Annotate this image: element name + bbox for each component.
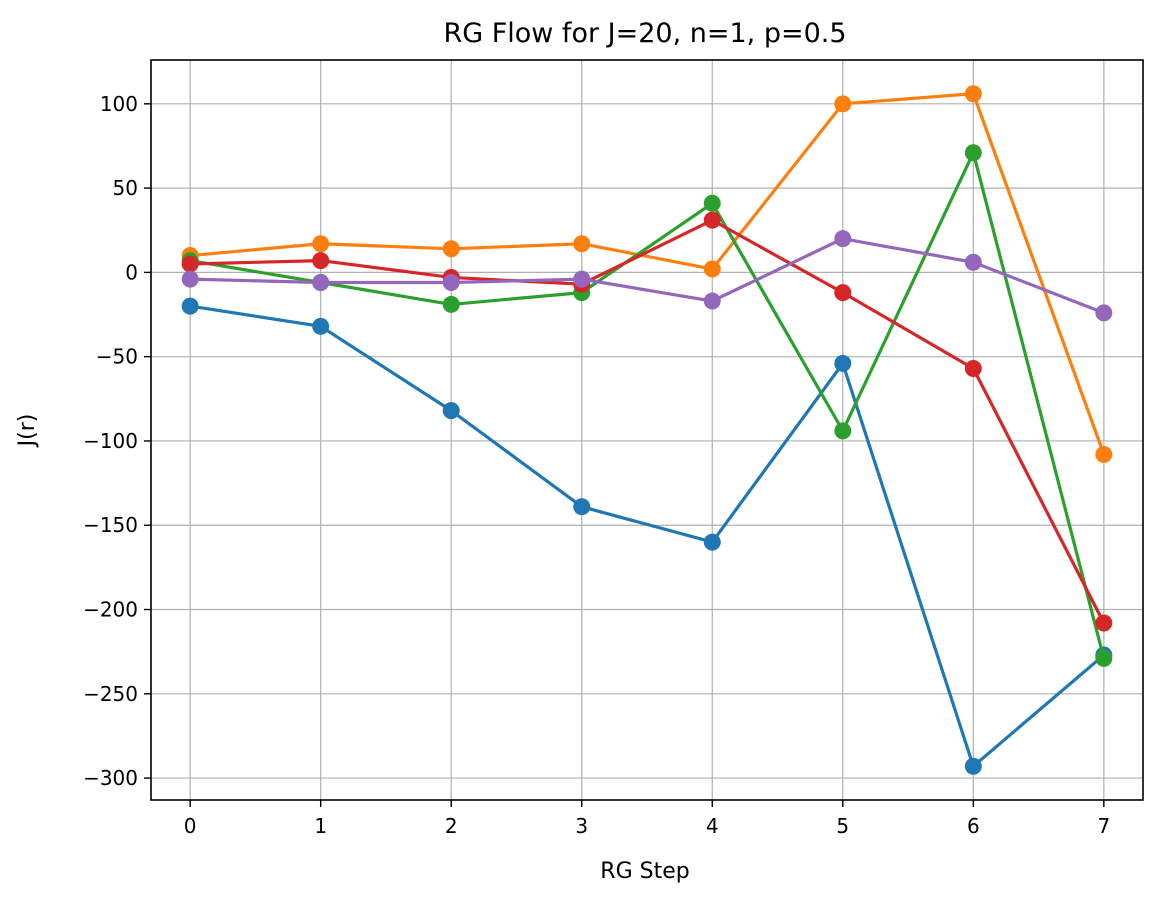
data-point [181,255,199,273]
data-point [703,533,721,551]
series-group [181,85,1113,775]
data-point [312,274,330,292]
y-tick-label: 0 [125,260,138,284]
data-point [834,284,852,302]
data-point [964,144,982,162]
data-point [312,252,330,270]
plot-frame [150,59,1144,801]
data-point [442,402,460,420]
data-point [573,270,591,288]
y-tick-label: −250 [83,682,138,706]
data-point [964,359,982,377]
chart-title: RG Flow for J=20, n=1, p=0.5 [443,18,846,49]
data-point [312,235,330,253]
y-tick-label: 100 [100,92,138,116]
data-point [442,274,460,292]
data-point [964,253,982,271]
x-axis-label: RG Step [600,859,689,884]
x-tick-label: 1 [314,814,327,838]
data-point [442,295,460,313]
x-tick-label: 7 [1097,814,1110,838]
y-tick-label: −100 [83,429,138,453]
y-tick-label: −50 [96,345,138,369]
data-point [703,194,721,212]
data-point [1095,304,1113,322]
x-tick-label: 3 [575,814,588,838]
y-axis-label: J(r) [15,414,40,449]
series-4 [181,211,1113,632]
series-line [189,304,1105,768]
data-point [1095,445,1113,463]
x-tick-label: 6 [967,814,980,838]
data-point [834,230,852,248]
data-point [181,297,199,315]
x-tick-label: 0 [184,814,197,838]
data-point [703,260,721,278]
x-tick-label: 4 [706,814,719,838]
series-line [190,92,1106,455]
data-point [573,235,591,253]
series-line [189,151,1106,659]
data-point [442,240,460,258]
data-point [1095,649,1113,667]
series-1 [181,297,1113,775]
data-point [573,498,591,516]
data-point [181,270,199,288]
y-tick-label: −300 [83,766,138,790]
data-point [834,354,852,372]
x-tick-label: 2 [445,814,458,838]
data-point [703,211,721,229]
data-point [834,95,852,113]
data-point [1095,614,1113,632]
data-point [703,292,721,310]
data-point [312,317,330,335]
series-line [190,237,1105,315]
data-point [964,757,982,775]
data-point [964,85,982,103]
y-tick-label: 50 [113,176,138,200]
y-tick-label: −150 [83,513,138,537]
series-5 [181,230,1113,322]
data-point [834,422,852,440]
axis-ticks: 0 1 2 3 4 5 6 7 100 50 0 −50 −100 −150 −200 −250 −300 [83,92,1110,838]
x-tick-label: 5 [836,814,849,838]
y-tick-label: −200 [83,598,138,622]
series-line [190,218,1106,624]
